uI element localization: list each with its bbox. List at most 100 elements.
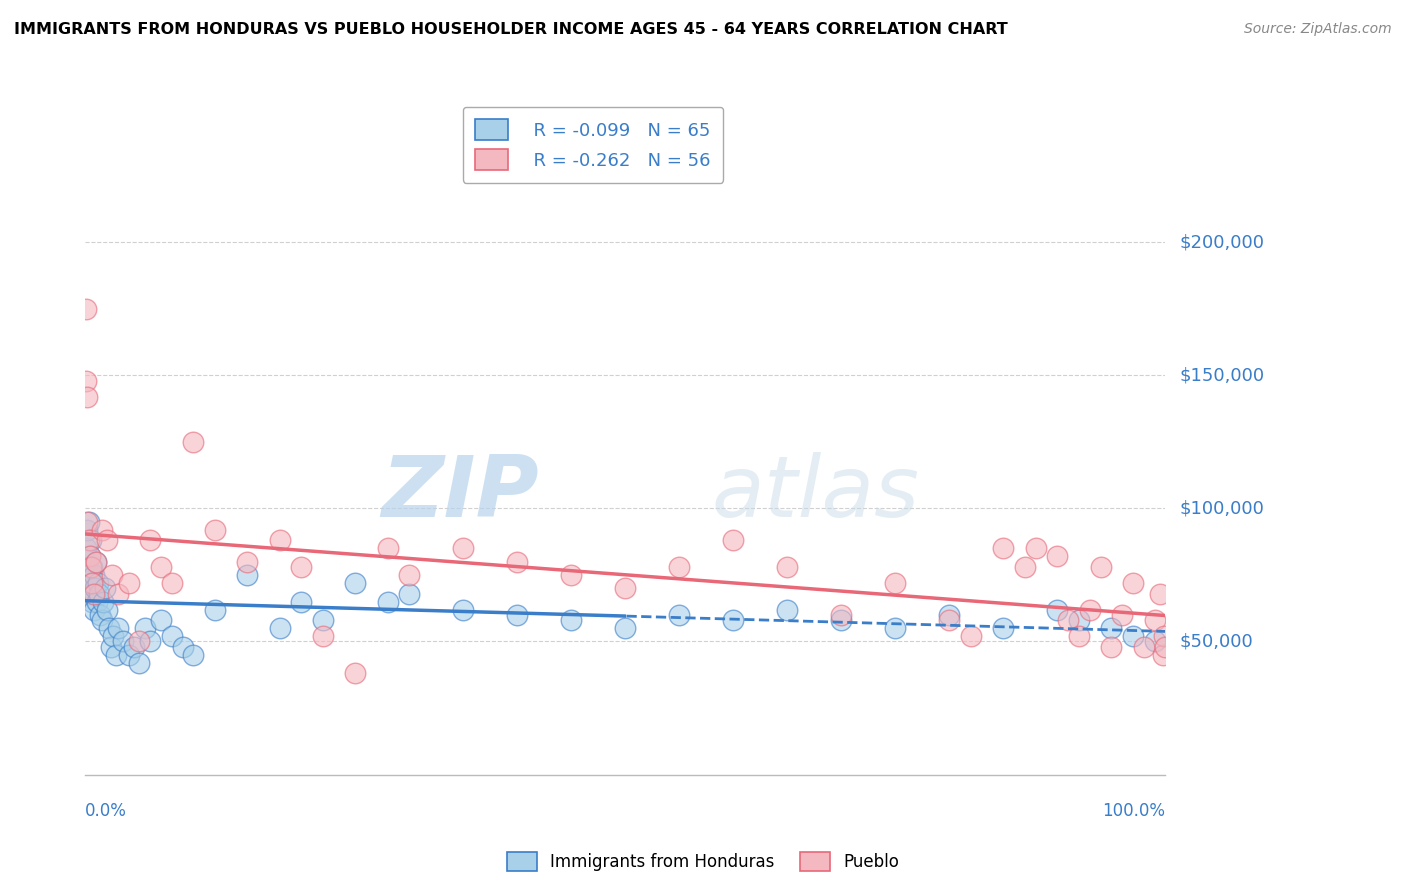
Point [1090, 560, 1112, 574]
Point [377, 594, 399, 608]
Point [79, 568, 101, 582]
Point [104, 648, 127, 662]
Point [204, 523, 226, 537]
Point [122, 640, 145, 654]
Point [77, 586, 100, 600]
Point [1149, 586, 1171, 600]
Point [614, 581, 637, 595]
Point [398, 586, 420, 600]
Point [1099, 621, 1122, 635]
Point [77, 575, 100, 590]
Point [1143, 634, 1166, 648]
Text: IMMIGRANTS FROM HONDURAS VS PUEBLO HOUSEHOLDER INCOME AGES 45 - 64 YEARS CORRELA: IMMIGRANTS FROM HONDURAS VS PUEBLO HOUSE… [14, 22, 1008, 37]
Point [82, 586, 104, 600]
Point [149, 613, 172, 627]
Point [1152, 648, 1174, 662]
Point [100, 640, 122, 654]
Point [1046, 602, 1069, 616]
Point [1046, 549, 1069, 564]
Point [79, 549, 101, 564]
Point [1057, 613, 1080, 627]
Point [107, 586, 129, 600]
Point [204, 602, 226, 616]
Point [83, 586, 105, 600]
Point [112, 634, 135, 648]
Point [938, 613, 960, 627]
Point [82, 560, 104, 574]
Point [76, 515, 98, 529]
Point [82, 575, 104, 590]
Point [117, 575, 139, 590]
Point [776, 560, 799, 574]
Point [160, 629, 183, 643]
Point [884, 621, 907, 635]
Point [107, 621, 129, 635]
Point [560, 613, 582, 627]
Point [87, 575, 110, 590]
Point [83, 568, 105, 582]
Point [77, 533, 100, 548]
Point [776, 602, 799, 616]
Point [377, 541, 399, 556]
Point [96, 602, 118, 616]
Point [290, 560, 312, 574]
Point [83, 602, 105, 616]
Point [236, 555, 259, 569]
Text: Source: ZipAtlas.com: Source: ZipAtlas.com [1244, 22, 1392, 37]
Point [117, 648, 139, 662]
Point [1154, 640, 1177, 654]
Point [139, 533, 162, 548]
Point [149, 560, 172, 574]
Point [98, 621, 121, 635]
Point [344, 666, 367, 681]
Point [1067, 613, 1090, 627]
Point [84, 555, 107, 569]
Text: ZIP: ZIP [381, 451, 538, 534]
Point [269, 533, 291, 548]
Point [101, 568, 124, 582]
Text: $150,000: $150,000 [1180, 367, 1264, 384]
Point [884, 575, 907, 590]
Point [312, 629, 335, 643]
Point [160, 575, 183, 590]
Point [614, 621, 637, 635]
Point [76, 560, 98, 574]
Point [77, 515, 100, 529]
Point [938, 607, 960, 622]
Text: $100,000: $100,000 [1180, 500, 1264, 517]
Point [181, 648, 204, 662]
Point [1153, 629, 1175, 643]
Point [290, 594, 312, 608]
Point [1025, 541, 1047, 556]
Point [89, 586, 111, 600]
Point [84, 555, 107, 569]
Text: atlas: atlas [711, 451, 920, 534]
Point [453, 541, 475, 556]
Point [90, 613, 112, 627]
Point [344, 575, 367, 590]
Point [723, 533, 745, 548]
Point [269, 621, 291, 635]
Point [1122, 575, 1144, 590]
Point [1099, 640, 1122, 654]
Point [91, 594, 114, 608]
Point [236, 568, 259, 582]
Point [1111, 607, 1133, 622]
Point [75, 301, 97, 316]
Point [75, 541, 97, 556]
Point [134, 621, 156, 635]
Point [84, 581, 107, 595]
Point [312, 613, 335, 627]
Point [80, 533, 103, 548]
Point [80, 581, 103, 595]
Point [103, 629, 125, 643]
Legend: Immigrants from Honduras, Pueblo: Immigrants from Honduras, Pueblo [499, 843, 907, 880]
Text: 0.0%: 0.0% [86, 802, 127, 820]
Point [79, 549, 101, 564]
Point [90, 523, 112, 537]
Point [723, 613, 745, 627]
Point [76, 523, 98, 537]
Text: 100.0%: 100.0% [1102, 802, 1166, 820]
Point [1067, 629, 1090, 643]
Point [93, 581, 115, 595]
